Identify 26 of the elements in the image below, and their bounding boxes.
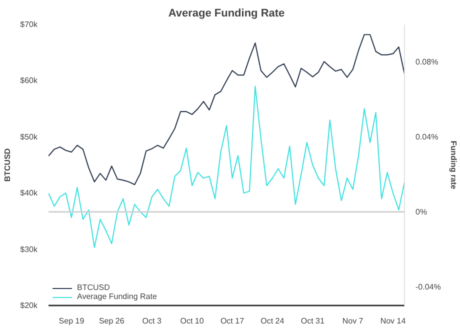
y-tick-label: $40k	[20, 188, 38, 198]
y-tick-label: $70k	[20, 20, 38, 29]
line-series	[48, 86, 404, 248]
legend-label: Average Funding Rate	[77, 292, 157, 301]
y-axis-title: BTCUSD	[3, 148, 12, 182]
y2-tick-label: -0.04%	[416, 282, 441, 292]
x-tick-label: Nov 14	[380, 316, 406, 326]
y-tick-label: $60k	[20, 76, 38, 86]
x-tick-label: Sep 26	[98, 316, 125, 326]
x-tick-label: Nov 7	[342, 316, 364, 326]
x-tick-label: Oct 10	[180, 316, 204, 326]
y2-axis-title: Funding rate	[448, 140, 458, 190]
y2-tick-label: 0%	[416, 207, 428, 216]
y-tick-label: $20k	[20, 301, 38, 310]
line-series	[48, 34, 404, 186]
y2-tick-label: 0.08%	[416, 57, 438, 66]
x-tick-label: Oct 31	[300, 316, 325, 326]
y-tick-label: $50k	[20, 132, 38, 142]
x-tick-label: Oct 3	[142, 316, 162, 326]
chart-title: Average Funding Rate	[168, 8, 285, 20]
x-tick-label: Oct 24	[260, 316, 285, 326]
x-tick-label: Oct 17	[220, 316, 245, 326]
y2-tick-label: 0.04%	[416, 132, 438, 142]
y-tick-label: $30k	[20, 244, 38, 254]
x-tick-label: Sep 19	[58, 316, 85, 326]
legend-label: BTCUSD	[77, 283, 110, 292]
